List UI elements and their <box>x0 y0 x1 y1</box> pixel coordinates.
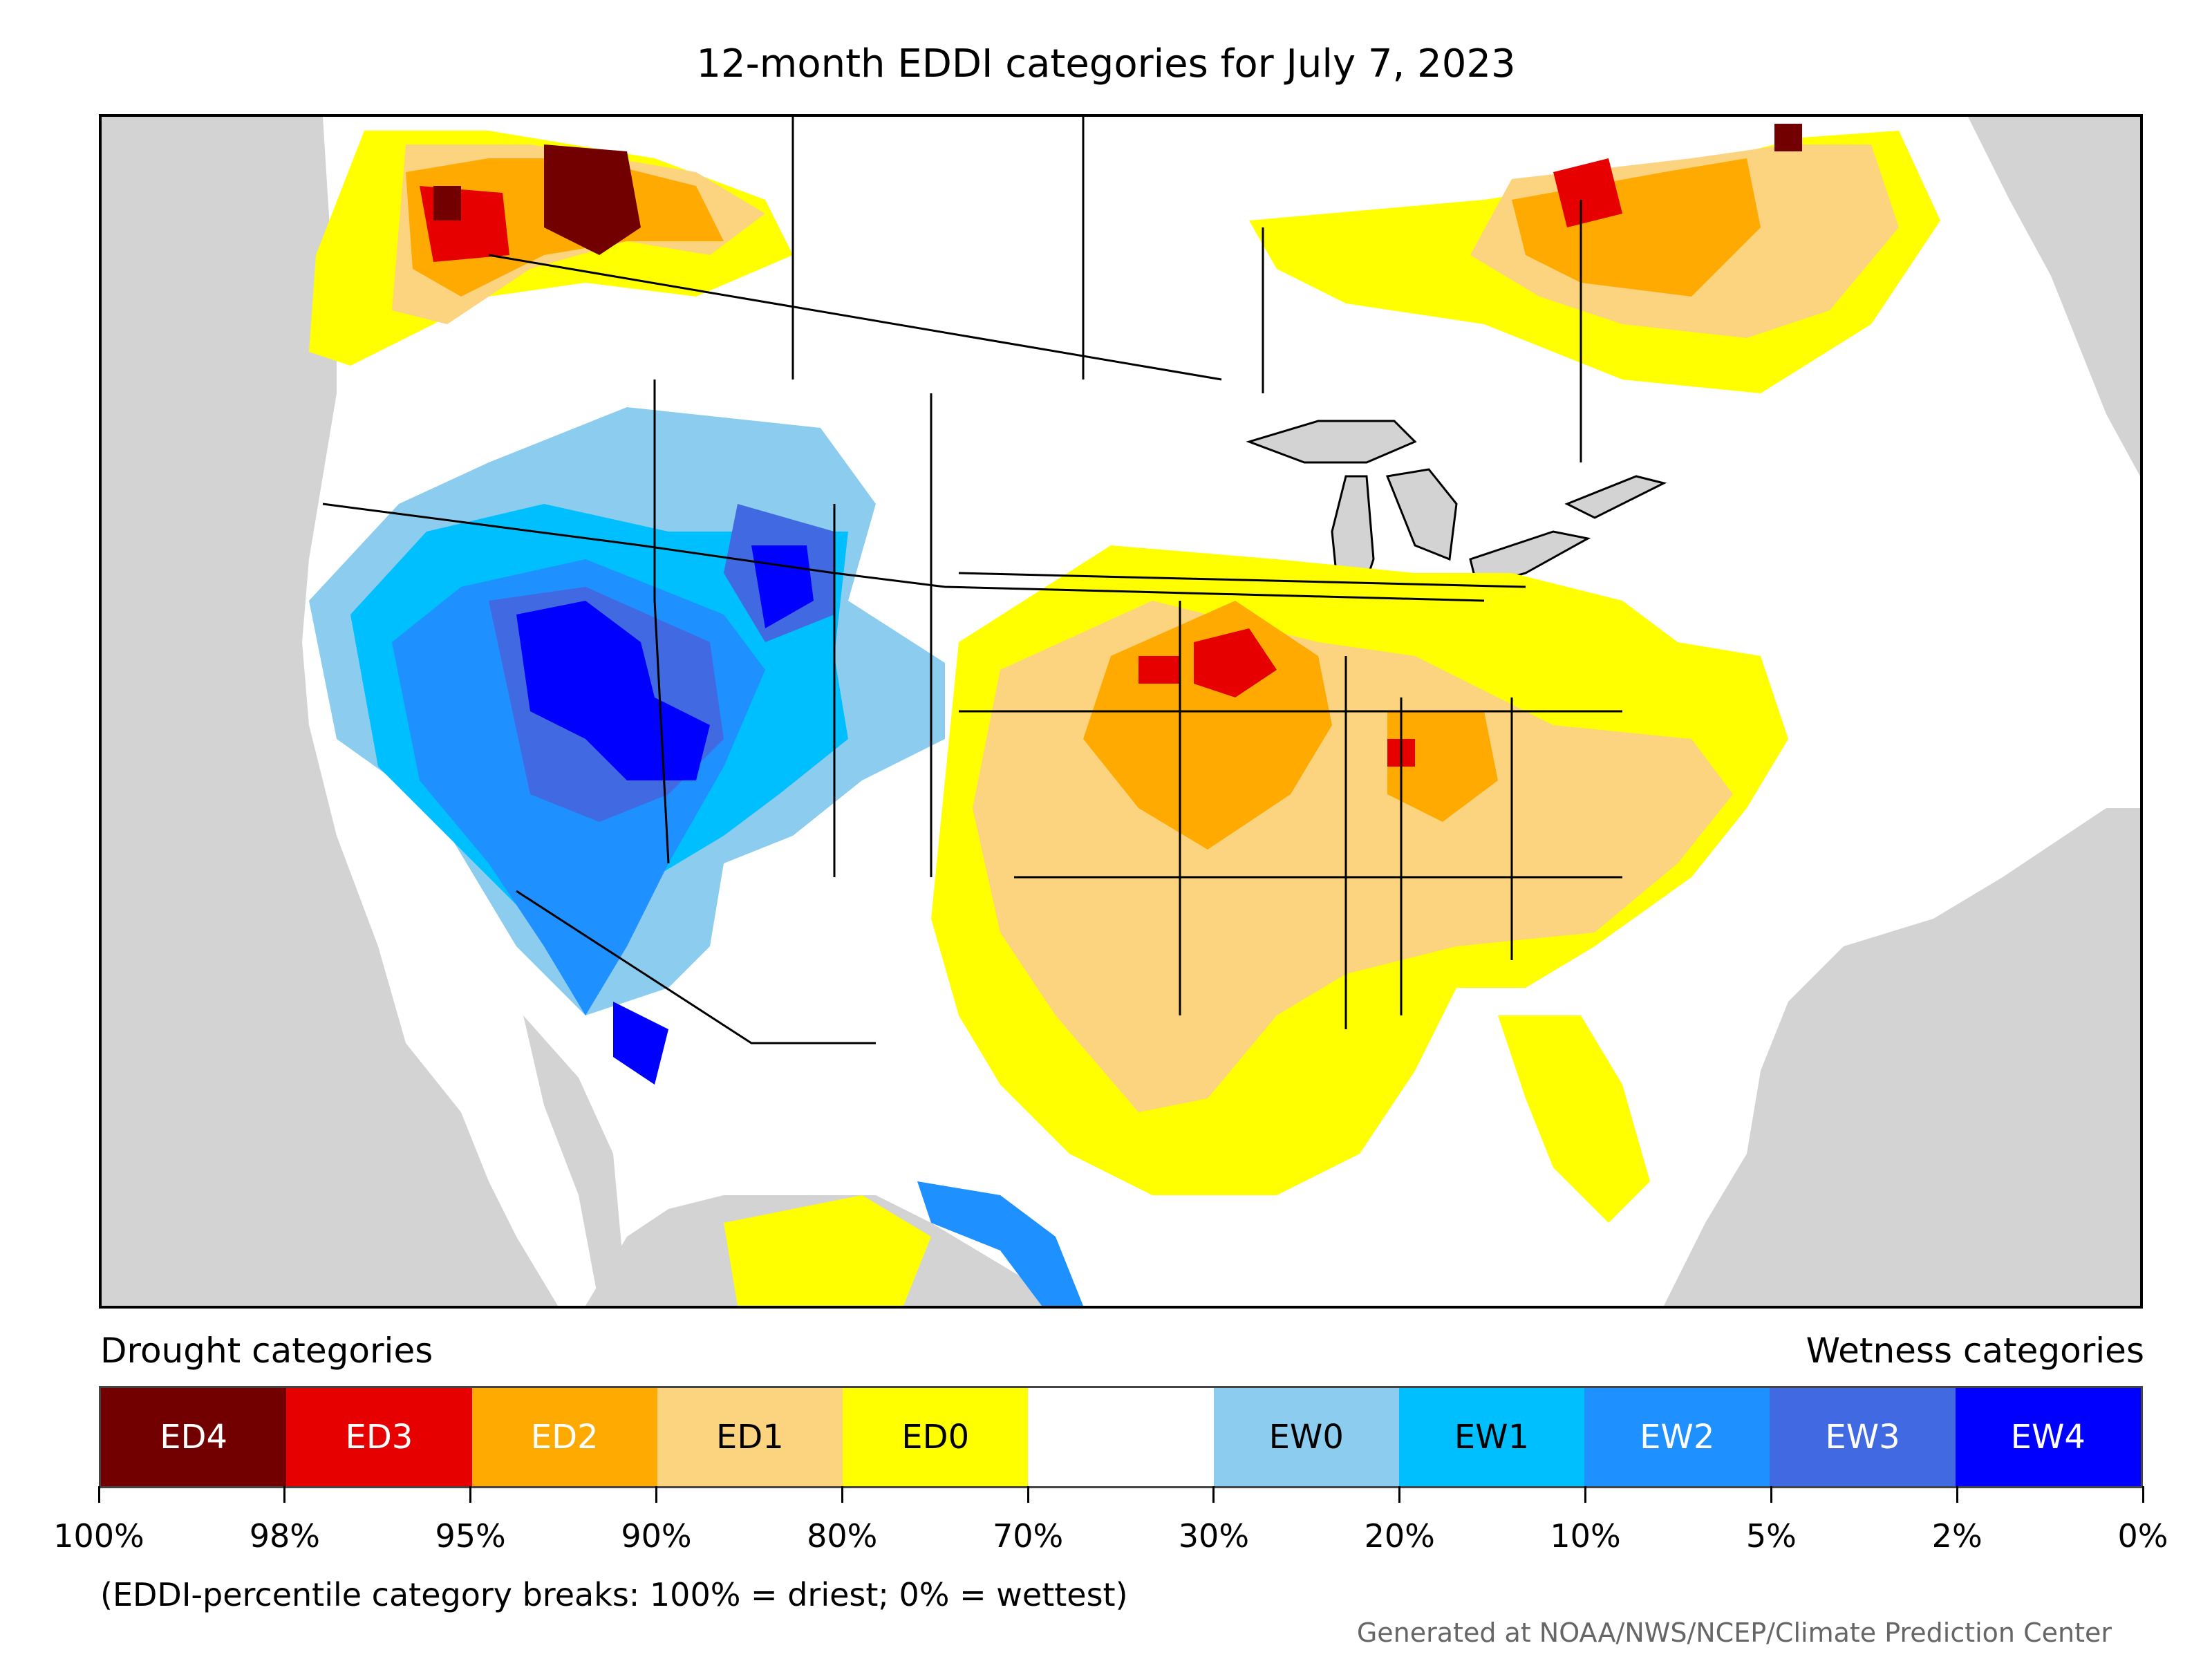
colorbar-segment-ed2: ED2 <box>471 1388 657 1486</box>
colorbar-tick-label: 95% <box>435 1517 506 1555</box>
colorbar-tick <box>469 1486 472 1503</box>
colorbar-tick <box>655 1486 657 1503</box>
colorbar-tick <box>1770 1486 1772 1503</box>
colorbar-tick <box>1027 1486 1029 1503</box>
colorbar-tick-label: 90% <box>621 1517 692 1555</box>
eddi-map <box>99 114 2143 1309</box>
colorbar-tick <box>841 1486 843 1503</box>
colorbar-tick-label: 2% <box>1931 1517 1983 1555</box>
credit-text: Generated at NOAA/NWS/NCEP/Climate Predi… <box>1356 1618 2112 1648</box>
wetness-ew3 <box>489 504 834 822</box>
colorbar-tick <box>97 1486 100 1503</box>
colorbar-tick-label: 0% <box>2117 1517 2168 1555</box>
colorbar-tick-label: 98% <box>249 1517 320 1555</box>
colorbar-tick-label: 5% <box>1745 1517 1797 1555</box>
colorbar-tick-label: 70% <box>992 1517 1064 1555</box>
boundaries <box>322 117 1622 1044</box>
colorbar-tick <box>1398 1486 1401 1503</box>
wetness-texas-coast <box>917 1181 1083 1306</box>
gulf-of-california <box>523 1015 627 1306</box>
colorbar-segment-ew0: EW0 <box>1213 1388 1399 1486</box>
colorbar-tick-label: 100% <box>53 1517 144 1555</box>
colorbar-segment-neutral <box>1028 1388 1214 1486</box>
colorbar-tick-label: 80% <box>807 1517 878 1555</box>
colorbar-segment-ew2: EW2 <box>1584 1388 1770 1486</box>
colorbar-segment-ed0: ED0 <box>843 1388 1029 1486</box>
drought-ed2 <box>1083 601 1498 850</box>
colorbar-tick-label: 10% <box>1550 1517 1621 1555</box>
category-note: (EDDI-percentile category breaks: 100% =… <box>100 1576 1128 1613</box>
colorbar-tick-label: 30% <box>1178 1517 1250 1555</box>
colorbar-tick <box>1956 1486 1958 1503</box>
wetness-categories-label: Wetness categories <box>1806 1331 2144 1371</box>
colorbar-tick <box>1584 1486 1587 1503</box>
colorbar-segment-ed4: ED4 <box>101 1388 287 1486</box>
drought-ed0-florida <box>1498 1015 1650 1223</box>
map-canvas <box>302 117 2140 1306</box>
colorbar-segment-ed1: ED1 <box>657 1388 843 1486</box>
colorbar-tick <box>1212 1486 1215 1503</box>
colorbar: ED4 ED3 ED2 ED1 ED0 EW0 EW1 EW2 EW3 EW4 <box>99 1386 2143 1488</box>
colorbar-ticks <box>97 1486 2144 1507</box>
colorbar-tick-label: 20% <box>1364 1517 1435 1555</box>
colorbar-segment-ew4: EW4 <box>1955 1388 2141 1486</box>
map-title: 12-month EDDI categories for July 7, 202… <box>696 41 1516 86</box>
colorbar-segment-ew1: EW1 <box>1398 1388 1585 1486</box>
drought-ed0-mexico <box>724 1195 931 1306</box>
colorbar-segment-ew3: EW3 <box>1770 1388 1956 1486</box>
colorbar-segment-ed3: ED3 <box>286 1388 472 1486</box>
colorbar-tick <box>283 1486 286 1503</box>
wetness-ew4 <box>516 545 814 1085</box>
colorbar-tick <box>2141 1486 2144 1503</box>
drought-categories-label: Drought categories <box>100 1331 433 1371</box>
